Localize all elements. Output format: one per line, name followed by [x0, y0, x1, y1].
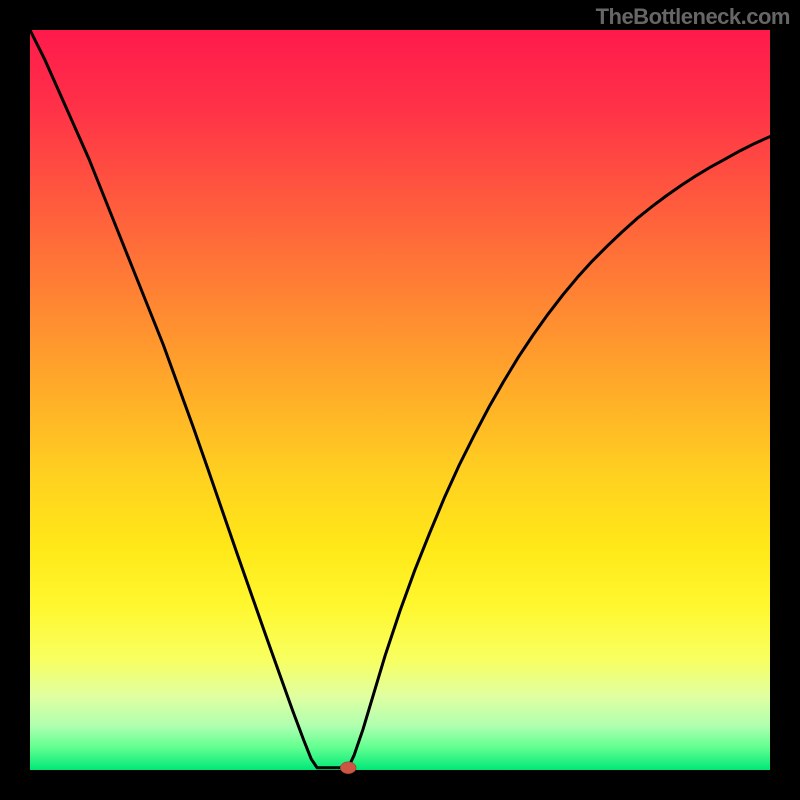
gradient-background — [30, 30, 770, 770]
bottleneck-chart — [0, 0, 800, 800]
optimal-point-marker — [340, 762, 356, 774]
chart-container: TheBottleneck.com — [0, 0, 800, 800]
watermark-text: TheBottleneck.com — [596, 4, 790, 30]
